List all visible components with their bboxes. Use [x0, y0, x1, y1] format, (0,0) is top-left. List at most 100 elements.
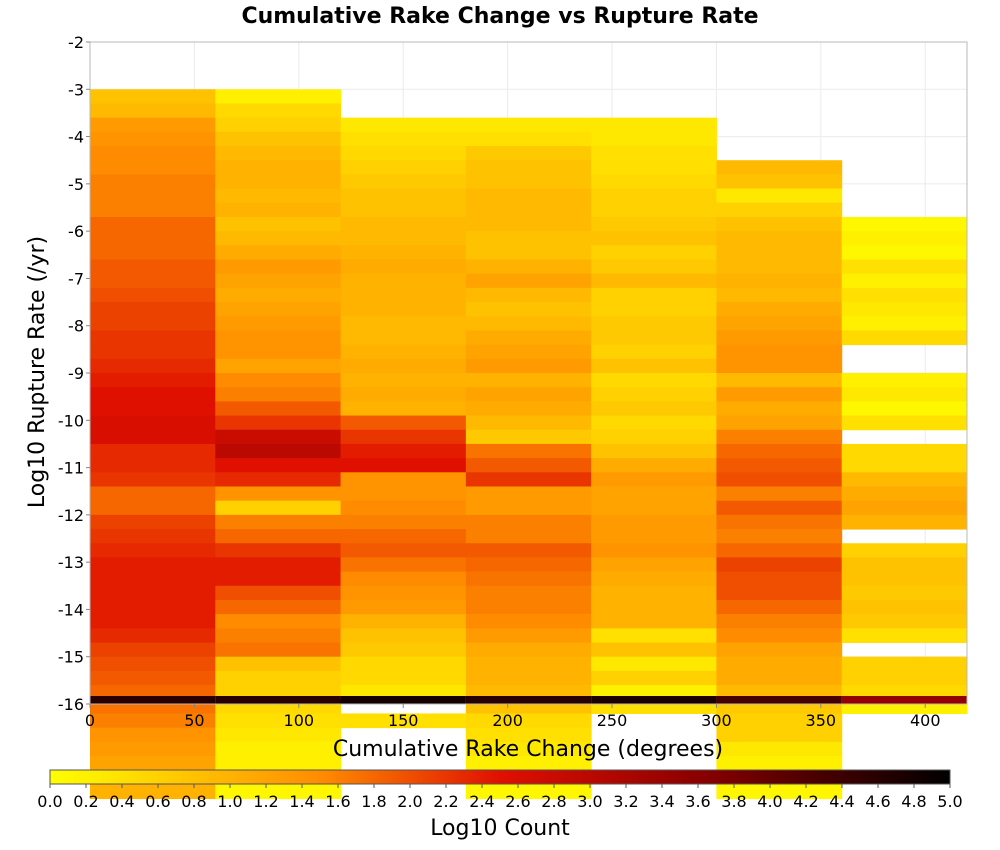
heatmap-cell [716, 273, 843, 289]
colorbar-tick-label: 1.2 [253, 792, 278, 811]
heatmap-cell [465, 713, 592, 729]
heatmap-cell [716, 429, 843, 445]
heatmap-cell [90, 89, 216, 104]
y-tick-label: -16 [58, 695, 84, 714]
heatmap-cell [591, 174, 717, 190]
heatmap-cell-bottom [591, 696, 717, 704]
heatmap-cell [465, 557, 592, 573]
heatmap-cell [340, 216, 467, 232]
heatmap-cell [90, 415, 216, 431]
heatmap-cell [90, 174, 216, 190]
heatmap-cell [716, 287, 843, 303]
heatmap-cell [591, 656, 717, 672]
heatmap-cell [215, 316, 342, 331]
heatmap-cell [215, 344, 342, 360]
heatmap-cell [841, 571, 968, 587]
heatmap-cell [841, 500, 968, 516]
heatmap-cell [90, 585, 216, 601]
heatmap-cell [340, 146, 467, 161]
heatmap-cell [841, 330, 968, 346]
heatmap-cell [90, 373, 216, 388]
heatmap-cell [340, 614, 467, 629]
heatmap-cell [340, 656, 467, 672]
colorbar-ticks: 0.0 0.2 0.4 0.6 0.8 1.0 1.2 1.4 1.6 1.8 2.0 2.2 2.4 2… [37, 784, 963, 811]
heatmap-cell [215, 713, 342, 729]
heatmap-cell [340, 401, 467, 417]
heatmap-cell [340, 443, 467, 459]
y-tick-label: -9 [68, 364, 84, 383]
heatmap-cell [215, 585, 342, 601]
heatmap-cell [716, 302, 843, 317]
heatmap-cell [716, 316, 843, 331]
y-tick-label: -13 [58, 553, 84, 572]
heatmap-cell [215, 202, 342, 218]
heatmap-cell [465, 216, 592, 232]
heatmap-cell [465, 188, 592, 204]
heatmap-cell [591, 287, 717, 303]
heatmap-cell [90, 443, 216, 459]
heatmap-cell [465, 670, 592, 686]
heatmap-cell [465, 160, 592, 175]
heatmap-cell [716, 387, 843, 402]
heatmap-cell [591, 557, 717, 573]
heatmap-cell [465, 146, 592, 161]
colorbar-tick-label: 5.0 [937, 792, 962, 811]
heatmap-cell [716, 529, 843, 544]
heatmap-cell [215, 358, 342, 374]
heatmap-cell [340, 231, 467, 246]
heatmap-cell [215, 287, 342, 303]
colorbar-tick-label: 2.2 [433, 792, 458, 811]
heatmap-cell [340, 160, 467, 175]
heatmap-cell [215, 784, 342, 800]
heatmap-cell [340, 486, 467, 502]
heatmap-cell [340, 571, 467, 587]
heatmap-cell [215, 273, 342, 289]
heatmap-cell [90, 571, 216, 587]
y-tick-label: -8 [68, 317, 84, 336]
heatmap-cell [215, 117, 342, 133]
heatmap-cell [841, 472, 968, 487]
y-tick-label: -5 [68, 175, 84, 194]
heatmap-cell [591, 387, 717, 402]
heatmap-cell [215, 188, 342, 204]
heatmap-cell [90, 741, 216, 757]
heatmap-cell [591, 429, 717, 445]
heatmap-cell [215, 571, 342, 587]
heatmap-cell [841, 585, 968, 601]
heatmap-cell-bottom [90, 696, 216, 704]
heatmap-cell [841, 401, 968, 417]
heatmap-cell [591, 330, 717, 346]
x-tick-label: 200 [492, 711, 523, 730]
heatmap-cell [465, 287, 592, 303]
heatmap-cell [716, 202, 843, 218]
y-tick-label: -4 [68, 128, 84, 147]
colorbar-tick-label: 3.2 [613, 792, 638, 811]
heatmap-cell [340, 344, 467, 360]
heatmap-cell [716, 614, 843, 629]
heatmap-cell [90, 628, 216, 644]
heatmap-cell [465, 245, 592, 261]
heatmap-cell [215, 373, 342, 388]
heatmap-cell [591, 514, 717, 530]
heatmap-cell [90, 358, 216, 374]
y-tick-label: -11 [58, 459, 84, 478]
colorbar-tick-label: 4.2 [793, 792, 818, 811]
heatmap-cell [215, 741, 342, 757]
heatmap-cell [716, 741, 843, 757]
colorbar-tick-label: 4.4 [829, 792, 854, 811]
heatmap-cell [340, 273, 467, 289]
heatmap-cell [215, 529, 342, 544]
heatmap-cell [90, 231, 216, 246]
heatmap-cell [465, 543, 592, 558]
heatmap-cell [340, 514, 467, 530]
heatmap-cell [841, 614, 968, 629]
heatmap-cell [716, 216, 843, 232]
heatmap-cell [716, 571, 843, 587]
heatmap-cell [591, 458, 717, 473]
heatmap-cell [215, 599, 342, 615]
heatmap-cell [90, 429, 216, 445]
heatmap-cell [340, 557, 467, 573]
heatmap-cell [841, 670, 968, 686]
colorbar-tick-label: 2.0 [397, 792, 422, 811]
heatmap-cell [465, 585, 592, 601]
